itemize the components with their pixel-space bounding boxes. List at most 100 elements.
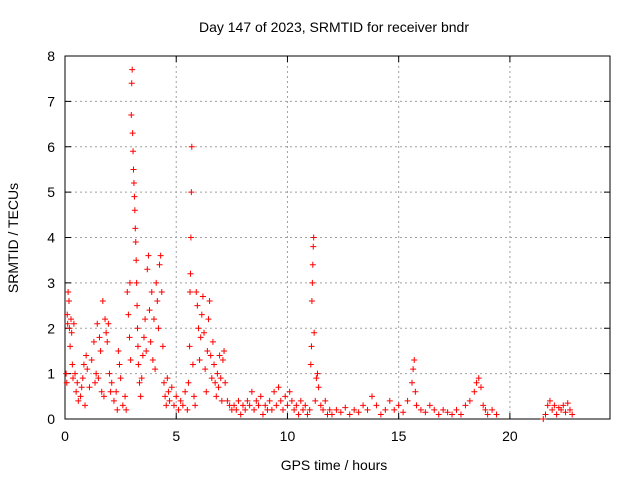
data-point-marker <box>411 357 418 364</box>
data-point-marker <box>104 338 111 345</box>
data-point-marker <box>255 402 262 409</box>
data-point-marker <box>162 393 169 400</box>
data-point-marker <box>466 397 473 404</box>
data-point-marker <box>136 379 143 386</box>
data-point-marker <box>143 347 150 354</box>
data-point-marker <box>449 411 456 418</box>
data-point-marker <box>65 288 72 295</box>
data-point-marker <box>146 307 153 314</box>
data-point-marker <box>128 80 135 87</box>
data-point-marker <box>152 366 159 373</box>
data-point-marker <box>549 406 556 413</box>
data-point-marker <box>132 225 139 232</box>
data-point-marker <box>202 366 209 373</box>
data-point-marker <box>222 379 229 386</box>
data-point-marker <box>175 406 182 413</box>
data-point-marker <box>83 352 90 359</box>
x-tick-label: 0 <box>61 428 69 444</box>
data-point-marker <box>203 388 210 395</box>
data-point-marker <box>253 397 260 404</box>
data-point-marker <box>70 320 77 327</box>
data-point-marker <box>135 361 142 368</box>
data-point-marker <box>477 384 484 391</box>
data-point-marker <box>139 352 146 359</box>
data-point-marker <box>304 411 311 418</box>
data-point-marker <box>206 298 213 305</box>
data-point-marker <box>262 402 269 409</box>
data-point-marker <box>166 397 173 404</box>
data-point-marker <box>107 388 114 395</box>
data-point-marker <box>211 361 218 368</box>
data-point-marker <box>282 393 289 400</box>
data-point-marker <box>551 402 558 409</box>
data-point-marker <box>309 261 316 268</box>
data-point-marker <box>68 329 75 336</box>
data-point-marker <box>75 397 82 404</box>
data-point-marker <box>566 406 573 413</box>
data-point-marker <box>154 298 161 305</box>
x-tick-label: 10 <box>280 428 296 444</box>
data-point-marker <box>160 379 167 386</box>
data-point-marker <box>158 288 165 295</box>
data-point-marker <box>95 375 102 382</box>
data-point-marker <box>313 375 320 382</box>
data-point-marker <box>333 406 340 413</box>
data-point-marker <box>116 361 123 368</box>
data-point-marker <box>133 257 140 264</box>
data-point-marker <box>558 406 565 413</box>
data-point-marker <box>273 402 280 409</box>
data-point-marker <box>184 406 191 413</box>
data-point-marker <box>134 302 141 309</box>
data-point-marker <box>377 411 384 418</box>
data-point-marker <box>257 393 264 400</box>
data-point-marker <box>70 375 77 382</box>
data-point-marker <box>207 352 214 359</box>
data-point-marker <box>322 397 329 404</box>
data-point-marker <box>66 325 73 332</box>
data-point-marker <box>266 397 273 404</box>
data-point-marker <box>280 406 286 413</box>
data-point-marker <box>148 288 155 295</box>
data-point-marker <box>560 402 567 409</box>
data-point-marker <box>117 375 124 382</box>
data-point-marker <box>302 402 309 409</box>
data-point-marker <box>564 400 571 407</box>
data-point-marker <box>373 402 380 409</box>
data-point-marker <box>311 329 318 336</box>
data-point-marker <box>310 243 317 250</box>
data-point-marker <box>288 397 295 404</box>
data-point-marker <box>542 411 549 418</box>
data-point-marker <box>431 406 438 413</box>
data-point-marker <box>271 388 278 395</box>
data-point-marker <box>108 379 115 386</box>
data-point-marker <box>540 416 547 422</box>
data-point-marker <box>205 316 212 323</box>
data-point-marker <box>553 411 560 418</box>
data-point-marker <box>90 338 97 345</box>
data-point-marker <box>237 411 244 418</box>
data-point-marker <box>422 409 429 416</box>
data-point-marker <box>142 316 149 323</box>
data-point-marker <box>168 384 175 391</box>
data-point-marker <box>128 111 135 118</box>
y-tick-label: 5 <box>47 184 55 200</box>
y-tick-label: 3 <box>47 275 55 291</box>
data-point-marker <box>275 384 282 391</box>
data-point-marker <box>317 402 324 409</box>
data-point-marker <box>130 180 137 187</box>
data-point-marker <box>409 379 416 386</box>
data-point-marker <box>216 352 223 359</box>
data-point-marker <box>97 347 104 354</box>
data-point-marker <box>113 388 120 395</box>
data-point-marker <box>179 402 186 409</box>
data-point-marker <box>132 239 139 246</box>
data-point-marker <box>308 298 315 305</box>
x-tick-label: 20 <box>502 428 518 444</box>
data-point-marker <box>308 343 315 350</box>
data-point-marker <box>489 406 496 413</box>
data-point-marker <box>131 193 138 200</box>
data-point-marker <box>546 397 553 404</box>
data-point-marker <box>413 402 420 409</box>
data-point-marker <box>192 402 199 409</box>
